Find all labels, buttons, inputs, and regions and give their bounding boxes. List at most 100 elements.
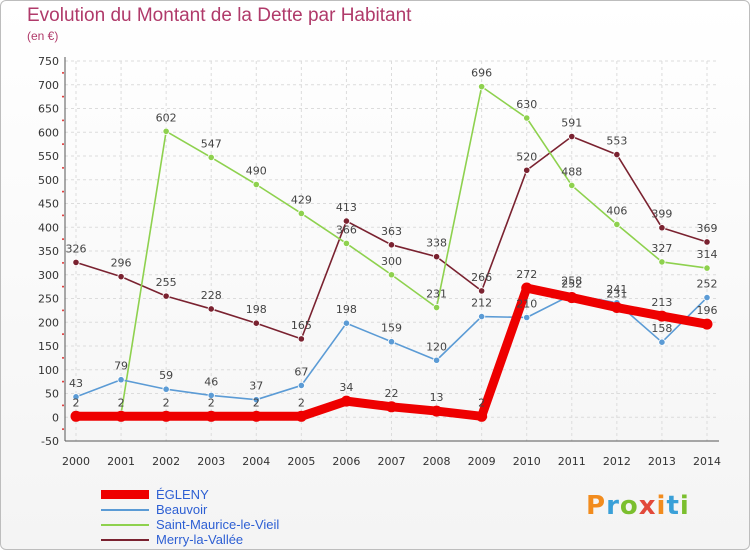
data-point xyxy=(342,217,351,225)
logo-letter: r xyxy=(606,491,620,521)
x-tick-label: 2009 xyxy=(468,455,496,468)
y-minor-tick xyxy=(62,285,64,288)
data-point xyxy=(162,385,170,393)
data-point xyxy=(478,312,486,321)
data-label: 67 xyxy=(294,365,308,378)
y-tick-label: 400 xyxy=(38,221,59,234)
data-label: 22 xyxy=(385,387,399,400)
data-label: 363 xyxy=(381,225,402,238)
data-point xyxy=(523,114,531,122)
y-tick-label: 250 xyxy=(38,293,59,306)
x-tick-label: 2000 xyxy=(62,455,90,468)
y-tick-label: 300 xyxy=(38,269,59,282)
x-tick-label: 2004 xyxy=(242,455,270,468)
data-label: 258 xyxy=(561,275,582,288)
y-tick-label: 550 xyxy=(38,150,59,163)
data-point xyxy=(521,282,533,294)
data-point xyxy=(432,303,441,312)
data-label: 399 xyxy=(651,208,672,221)
data-label: 158 xyxy=(651,322,672,335)
y-minor-tick xyxy=(62,119,64,122)
x-tick-label: 2002 xyxy=(152,455,180,468)
data-point xyxy=(387,271,396,279)
data-point xyxy=(568,181,576,190)
data-label: 602 xyxy=(156,111,177,124)
y-minor-tick xyxy=(62,380,64,383)
logo-letter: P xyxy=(586,491,607,521)
x-tick-label: 2014 xyxy=(693,455,721,468)
data-point xyxy=(252,396,260,404)
y-minor-tick xyxy=(62,238,64,241)
data-point xyxy=(568,132,576,141)
data-label: 2 xyxy=(163,396,170,409)
data-point xyxy=(478,83,486,91)
data-point xyxy=(566,292,578,304)
x-tick-label: 2012 xyxy=(603,455,631,468)
legend-swatch xyxy=(101,539,149,541)
data-label: 520 xyxy=(516,150,537,163)
data-point xyxy=(342,239,351,247)
logo-letter: t xyxy=(666,491,680,521)
data-point xyxy=(703,293,711,302)
data-point xyxy=(342,319,351,327)
data-label: 159 xyxy=(381,322,402,335)
data-point xyxy=(658,224,666,232)
data-label: 198 xyxy=(336,303,357,316)
y-minor-tick xyxy=(62,71,64,74)
data-label: 13 xyxy=(430,391,444,404)
y-tick-label: 700 xyxy=(38,79,59,92)
data-label: 406 xyxy=(606,204,627,217)
data-point xyxy=(703,264,711,272)
data-label: 591 xyxy=(561,117,582,130)
data-label: 338 xyxy=(426,237,447,250)
data-point xyxy=(162,292,170,300)
data-label: 252 xyxy=(561,278,582,291)
data-label: 547 xyxy=(201,137,222,150)
data-point xyxy=(117,376,125,384)
y-minor-tick xyxy=(62,190,64,193)
data-label: 553 xyxy=(606,135,627,148)
x-tick-label: 2011 xyxy=(558,455,586,468)
logo-letter: o xyxy=(619,491,639,521)
data-point xyxy=(70,410,82,422)
data-label: 369 xyxy=(697,222,718,235)
data-label: 429 xyxy=(291,193,312,206)
data-point xyxy=(295,410,307,422)
data-point xyxy=(297,209,305,218)
data-label: 196 xyxy=(697,304,718,317)
y-minor-tick xyxy=(62,261,64,264)
y-tick-label: 650 xyxy=(38,103,59,116)
y-tick-label: 150 xyxy=(38,340,59,353)
legend-label: Beauvoir xyxy=(156,502,208,517)
logo-letter: i xyxy=(679,491,690,521)
data-label: 696 xyxy=(471,67,492,80)
data-label: 300 xyxy=(381,255,402,268)
data-label: 212 xyxy=(471,297,492,310)
data-point xyxy=(613,150,621,159)
y-tick-label: 50 xyxy=(45,388,59,401)
data-point xyxy=(162,127,170,135)
chart-unit: (en €) xyxy=(27,29,59,43)
y-minor-tick xyxy=(62,214,64,217)
y-minor-tick xyxy=(62,309,64,312)
data-label: 120 xyxy=(426,340,447,353)
data-point xyxy=(207,391,215,399)
y-tick-label: -50 xyxy=(41,435,59,448)
x-tick-label: 2013 xyxy=(648,455,676,468)
data-point xyxy=(297,381,305,390)
data-label: 210 xyxy=(516,298,537,311)
legend-swatch xyxy=(101,509,149,511)
data-label: 37 xyxy=(249,380,263,393)
data-point xyxy=(431,405,443,417)
axes: -50 0 50 100 150 200 250 300 350 400 450 500 550 600 6… xyxy=(38,55,721,468)
data-point xyxy=(252,180,260,189)
y-minor-tick xyxy=(62,428,64,431)
data-point xyxy=(476,410,488,422)
x-tick-label: 2003 xyxy=(197,455,225,468)
data-point xyxy=(297,335,305,343)
x-tick-label: 2008 xyxy=(423,455,451,468)
data-label: 327 xyxy=(651,242,672,255)
data-point xyxy=(252,319,260,327)
data-label: 314 xyxy=(697,248,718,261)
